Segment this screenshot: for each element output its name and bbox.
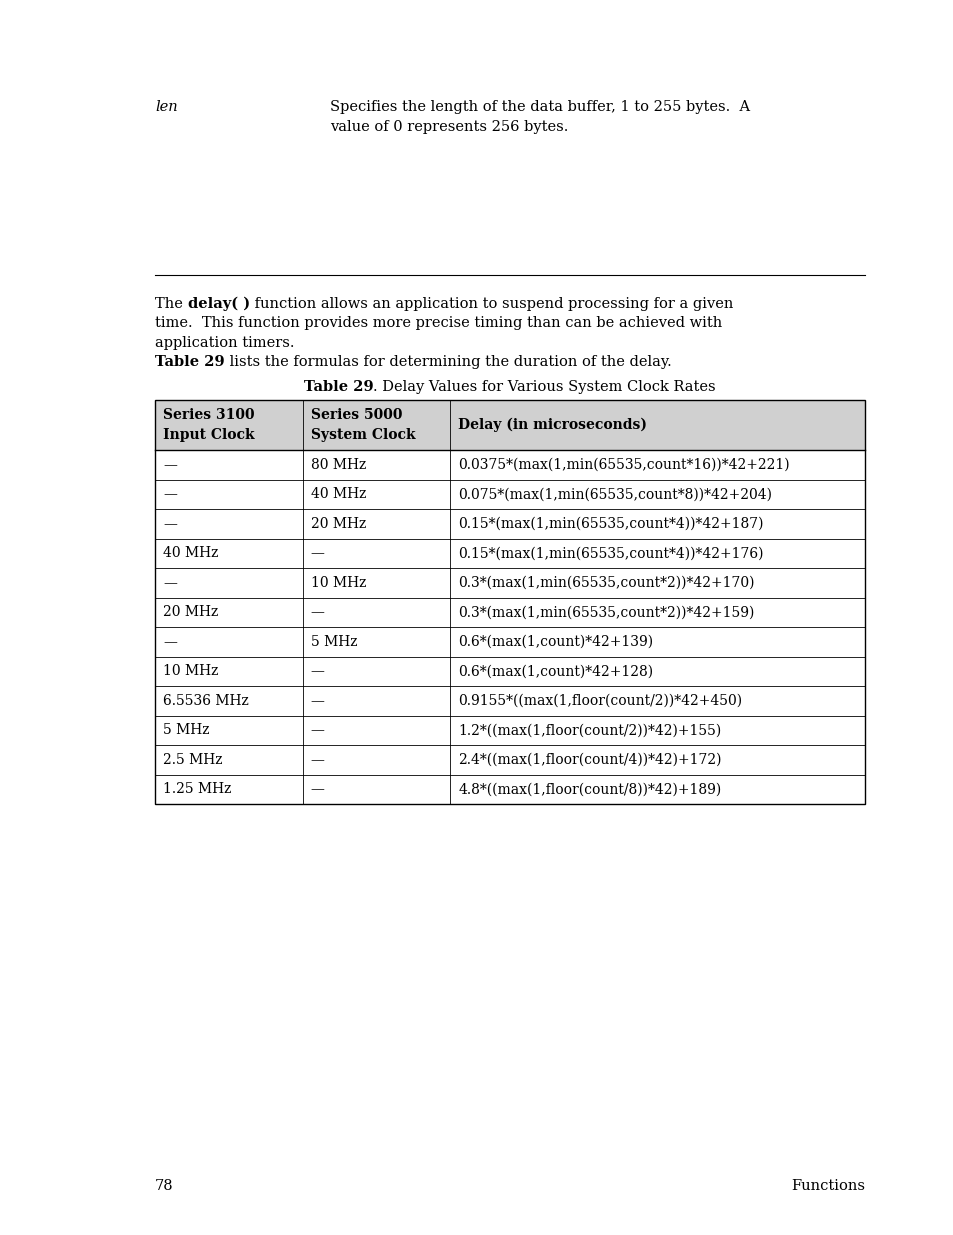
Text: 5 MHz: 5 MHz <box>163 724 210 737</box>
Text: 40 MHz: 40 MHz <box>311 488 366 501</box>
Text: 1.25 MHz: 1.25 MHz <box>163 782 232 797</box>
Text: 0.6*(max(1,count)*42+139): 0.6*(max(1,count)*42+139) <box>457 635 653 648</box>
Text: 0.3*(max(1,min(65535,count*2))*42+170): 0.3*(max(1,min(65535,count*2))*42+170) <box>457 576 754 590</box>
Text: 4.8*((max(1,floor(count/8))*42)+189): 4.8*((max(1,floor(count/8))*42)+189) <box>457 782 720 797</box>
FancyBboxPatch shape <box>154 568 864 598</box>
Text: 10 MHz: 10 MHz <box>163 664 218 678</box>
Text: 20 MHz: 20 MHz <box>163 605 218 619</box>
Text: len: len <box>154 100 177 114</box>
Text: Input Clock: Input Clock <box>163 429 254 442</box>
Text: lists the formulas for determining the duration of the delay.: lists the formulas for determining the d… <box>224 354 671 369</box>
FancyBboxPatch shape <box>154 450 864 479</box>
FancyBboxPatch shape <box>154 509 864 538</box>
Text: 40 MHz: 40 MHz <box>163 546 218 561</box>
Text: 0.3*(max(1,min(65535,count*2))*42+159): 0.3*(max(1,min(65535,count*2))*42+159) <box>457 605 754 619</box>
Text: Functions: Functions <box>790 1179 864 1193</box>
Text: —: — <box>163 488 176 501</box>
Text: 0.15*(max(1,min(65535,count*4))*42+176): 0.15*(max(1,min(65535,count*4))*42+176) <box>457 546 763 561</box>
FancyBboxPatch shape <box>154 538 864 568</box>
Text: —: — <box>163 516 176 531</box>
FancyBboxPatch shape <box>154 400 864 450</box>
FancyBboxPatch shape <box>154 627 864 657</box>
Text: 0.075*(max(1,min(65535,count*8))*42+204): 0.075*(max(1,min(65535,count*8))*42+204) <box>457 488 772 501</box>
Text: 20 MHz: 20 MHz <box>311 516 366 531</box>
Text: time.  This function provides more precise timing than can be achieved with: time. This function provides more precis… <box>154 316 721 331</box>
FancyBboxPatch shape <box>154 745 864 774</box>
FancyBboxPatch shape <box>154 479 864 509</box>
Text: 2.5 MHz: 2.5 MHz <box>163 753 222 767</box>
Text: application timers.: application timers. <box>154 336 294 350</box>
Text: function allows an application to suspend processing for a given: function allows an application to suspen… <box>250 296 732 311</box>
Text: —: — <box>163 576 176 590</box>
Text: —: — <box>311 605 324 619</box>
FancyBboxPatch shape <box>154 685 864 715</box>
FancyBboxPatch shape <box>154 774 864 804</box>
Text: Table 29: Table 29 <box>304 380 374 394</box>
Text: —: — <box>163 635 176 648</box>
Text: 0.15*(max(1,min(65535,count*4))*42+187): 0.15*(max(1,min(65535,count*4))*42+187) <box>457 516 763 531</box>
Text: 0.0375*(max(1,min(65535,count*16))*42+221): 0.0375*(max(1,min(65535,count*16))*42+22… <box>457 458 789 472</box>
Text: Delay (in microseconds): Delay (in microseconds) <box>457 417 647 432</box>
FancyBboxPatch shape <box>154 657 864 685</box>
Text: The: The <box>154 296 188 311</box>
Text: Table 29: Table 29 <box>154 354 224 369</box>
Text: 10 MHz: 10 MHz <box>311 576 366 590</box>
Text: delay( ): delay( ) <box>188 296 250 311</box>
Text: 6.5536 MHz: 6.5536 MHz <box>163 694 249 708</box>
Text: 2.4*((max(1,floor(count/4))*42)+172): 2.4*((max(1,floor(count/4))*42)+172) <box>457 753 721 767</box>
FancyBboxPatch shape <box>154 715 864 745</box>
Text: —: — <box>311 753 324 767</box>
Text: —: — <box>311 664 324 678</box>
Text: . Delay Values for Various System Clock Rates: . Delay Values for Various System Clock … <box>374 380 716 394</box>
Text: Series 3100: Series 3100 <box>163 408 254 422</box>
Text: 1.2*((max(1,floor(count/2))*42)+155): 1.2*((max(1,floor(count/2))*42)+155) <box>457 724 720 737</box>
Text: Series 5000: Series 5000 <box>311 408 402 422</box>
Text: System Clock: System Clock <box>311 429 415 442</box>
Text: —: — <box>311 546 324 561</box>
Text: —: — <box>163 458 176 472</box>
Text: —: — <box>311 694 324 708</box>
Text: 5 MHz: 5 MHz <box>311 635 356 648</box>
Text: 0.6*(max(1,count)*42+128): 0.6*(max(1,count)*42+128) <box>457 664 653 678</box>
Text: 80 MHz: 80 MHz <box>311 458 366 472</box>
Text: —: — <box>311 724 324 737</box>
Text: 78: 78 <box>154 1179 173 1193</box>
FancyBboxPatch shape <box>154 598 864 627</box>
Text: —: — <box>311 782 324 797</box>
Text: Specifies the length of the data buffer, 1 to 255 bytes.  A
value of 0 represent: Specifies the length of the data buffer,… <box>330 100 749 133</box>
Text: 0.9155*((max(1,floor(count/2))*42+450): 0.9155*((max(1,floor(count/2))*42+450) <box>457 694 741 708</box>
